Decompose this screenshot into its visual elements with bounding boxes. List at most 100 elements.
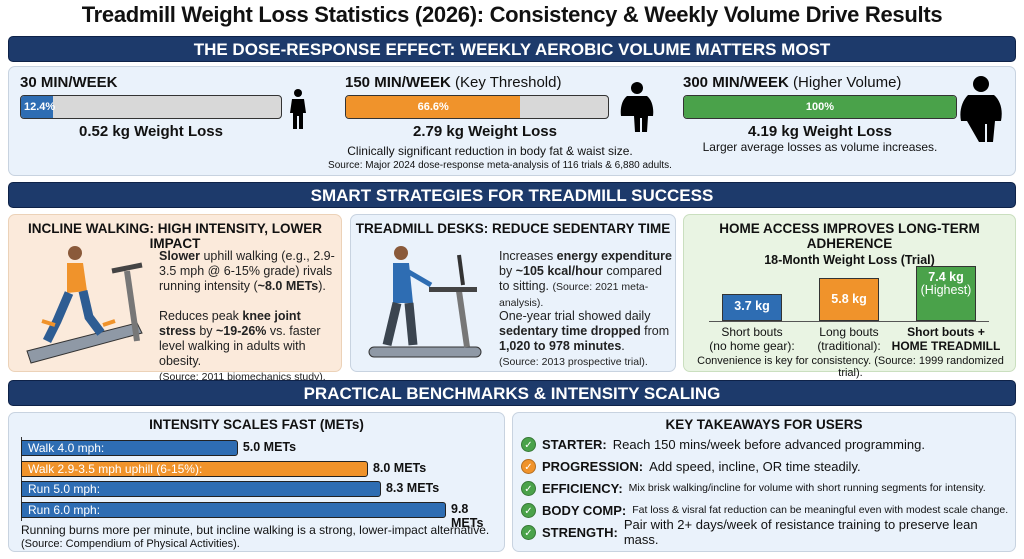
dose-note: Larger average losses as volume increase… (702, 140, 938, 154)
dose-item-30: 30 MIN/WEEK 12.4% 0.52 kg Weight Loss (20, 74, 282, 140)
weight-loss-value: 2.79 kg Weight Loss (413, 123, 557, 140)
dose-progress-bar: 100% (683, 95, 957, 119)
check-circle-icon: ✓ (521, 458, 536, 474)
home-note: Convenience is key for consistency. (Sou… (697, 355, 1004, 379)
chart-baseline (709, 321, 989, 322)
dose-minutes: 300 MIN/WEEK (683, 74, 789, 91)
takeaway-key: STARTER: (542, 436, 607, 452)
text: . (621, 339, 625, 353)
emphasis: ~105 kcal/hour (515, 264, 603, 278)
text: vs. faster level walking in adults with … (159, 324, 321, 368)
category-line: (no home gear): (709, 339, 795, 353)
dose-progress-bar: 12.4% (20, 95, 282, 119)
dose-label: 150 MIN/WEEK (Key Threshold) (345, 74, 609, 91)
category-line: HOME TREADMILL (891, 339, 1001, 353)
text: Reduces peak (159, 309, 243, 323)
dose-label: 300 MIN/WEEK (Higher Volume) (683, 74, 957, 91)
category-line: Long bouts (819, 325, 879, 339)
home-bar-category: Long bouts (traditional): (789, 325, 909, 353)
text: uphill walking (e.g., 2.9-3.5 mph @ 6-15… (159, 249, 335, 293)
home-bar-value: 5.8 kg (831, 291, 867, 306)
emphasis: ~8.0 METs (257, 279, 319, 293)
incline-title: INCLINE WALKING: HIGH INTENSITY, LOWER I… (28, 221, 322, 251)
dose-sublabel: (Key Threshold) (455, 74, 562, 91)
takeaway-text: Fat loss & visral fat reduction can be m… (632, 504, 1009, 516)
takeaway-text: Mix brisk walking/incline for volume wit… (628, 482, 986, 494)
takeaway-item: ✓ STARTER: Reach 150 mins/week before adva… (521, 433, 1015, 455)
home-access-card: HOME ACCESS IMPROVES LONG-TERM ADHERENCE… (683, 214, 1016, 379)
takeaways-card: KEY TAKEAWAYS FOR USERS ✓ STARTER: Reach 1… (512, 412, 1016, 552)
desk-card: TREADMILL DESKS: REDUCE SEDENTARY TIME I… (350, 214, 676, 372)
mets-note: Running burns more per minute, but incli… (21, 523, 490, 537)
desk-title: TREADMILL DESKS: REDUCE SEDENTARY TIME (355, 221, 671, 236)
home-bar-value: 3.7 kg (734, 299, 770, 314)
dose-item-150: 150 MIN/WEEK (Key Threshold) 66.6% 2.79 … (345, 74, 609, 140)
text: compared to sitting. (499, 264, 662, 293)
home-bar: 3.7 kg (722, 293, 782, 321)
strategies-section-header: SMART STRATEGIES FOR TREADMILL SUCCESS (8, 182, 1016, 208)
person-medium-icon (620, 82, 654, 132)
text: One-year trial showed daily (499, 309, 651, 323)
check-circle-icon: ✓ (521, 480, 536, 496)
dose-progress-fill: 66.6% (346, 96, 521, 118)
incline-text-2: Reduces peak knee joint stress by ~19-26… (159, 309, 341, 385)
dose-panel (8, 66, 1016, 176)
home-bar-value: 7.4 kg (928, 270, 964, 285)
incline-walking-illustration (26, 246, 143, 364)
takeaway-item: ✓ STRENGTH: Pair with 2+ days/week of resi… (521, 517, 1015, 547)
takeaway-key: BODY COMP: (542, 502, 627, 518)
takeaway-text: Pair with 2+ days/week of resistance tra… (623, 517, 978, 547)
emphasis: Slower (159, 249, 200, 263)
mets-bar: Run 5.0 mph: (21, 481, 381, 497)
dose-sublabel: (Higher Volume) (793, 74, 902, 91)
mets-value: 5.0 METs (242, 440, 297, 454)
incline-text-1: Slower uphill walking (e.g., 2.9-3.5 mph… (159, 249, 339, 294)
category-line: Short bouts + (907, 325, 985, 339)
dose-progress-bar: 66.6% (345, 95, 609, 119)
desk-text-1: Increases energy expenditure by ~105 kca… (499, 249, 675, 311)
check-circle-icon: ✓ (521, 436, 536, 452)
mets-bar: Run 6.0 mph: (21, 501, 446, 518)
category-line: (traditional): (817, 339, 881, 353)
home-bar-extra: (Highest) (920, 283, 972, 298)
mets-axis (21, 437, 22, 521)
takeaway-key: EFFICIENCY: (542, 480, 623, 496)
desk-text-2: One-year trial showed daily sedentary ti… (499, 309, 675, 370)
text: from (640, 324, 670, 338)
takeaway-item: ✓ BODY COMP: Fat loss & visral fat reducti… (521, 499, 1015, 521)
home-title: HOME ACCESS IMPROVES LONG-TERM ADHERENCE (719, 221, 980, 251)
mets-source: (Source: Compendium of Physical Activiti… (21, 538, 240, 550)
dose-item-300: 300 MIN/WEEK (Higher Volume) 100% 4.19 k… (683, 74, 957, 154)
mets-card: INTENSITY SCALES FAST (METs) Walk 4.0 mp… (8, 412, 505, 552)
home-bar-category: Short bouts (no home gear): (692, 325, 812, 353)
mets-bar: Walk 2.9-3.5 mph uphill (6-15%): (21, 460, 368, 477)
dose-minutes: 150 MIN/WEEK (345, 74, 451, 91)
source: (Source: 2013 prospective trial). (499, 356, 648, 368)
text: by (195, 324, 216, 338)
source: (Source: 2021 meta-analysis). (499, 281, 649, 309)
mets-value: 8.0 METs (372, 460, 427, 475)
check-circle-icon: ✓ (521, 524, 536, 540)
weight-loss-value: 0.52 kg Weight Loss (79, 123, 223, 140)
home-bar-category: Short bouts + HOME TREADMILL (886, 325, 1006, 353)
emphasis: knee joint stress (159, 309, 301, 338)
emphasis: sedentary time dropped (499, 324, 641, 338)
check-circle-icon: ✓ (521, 502, 536, 518)
takeaway-text: Reach 150 mins/week before advanced prog… (612, 436, 925, 452)
text: ). (318, 279, 326, 293)
mets-value: 9.8 METs (451, 501, 484, 530)
dose-section-header: THE DOSE-RESPONSE EFFECT: WEEKLY AEROBIC… (8, 36, 1016, 62)
dose-note: Clinically significant reduction in body… (347, 144, 633, 158)
incline-card: INCLINE WALKING: HIGH INTENSITY, LOWER I… (8, 214, 342, 383)
dose-label: 30 MIN/WEEK (20, 74, 282, 91)
mets-bar: Walk 4.0 mph: (21, 440, 238, 456)
takeaway-key: STRENGTH: (542, 524, 618, 540)
emphasis: 1,020 to 978 minutes (499, 339, 622, 353)
dose-progress-fill: 12.4% (21, 96, 55, 118)
mets-title: INTENSITY SCALES FAST (METs) (149, 417, 364, 432)
text: by (499, 264, 516, 278)
home-chart-title: 18-Month Weight Loss (Trial) (764, 253, 935, 267)
benchmarks-section-header: PRACTICAL BENCHMARKS & INTENSITY SCALING (8, 380, 1016, 406)
category-line: Short bouts (721, 325, 783, 339)
takeaway-item: ✓ EFFICIENCY: Mix brisk walking/incline fo… (521, 477, 1015, 499)
